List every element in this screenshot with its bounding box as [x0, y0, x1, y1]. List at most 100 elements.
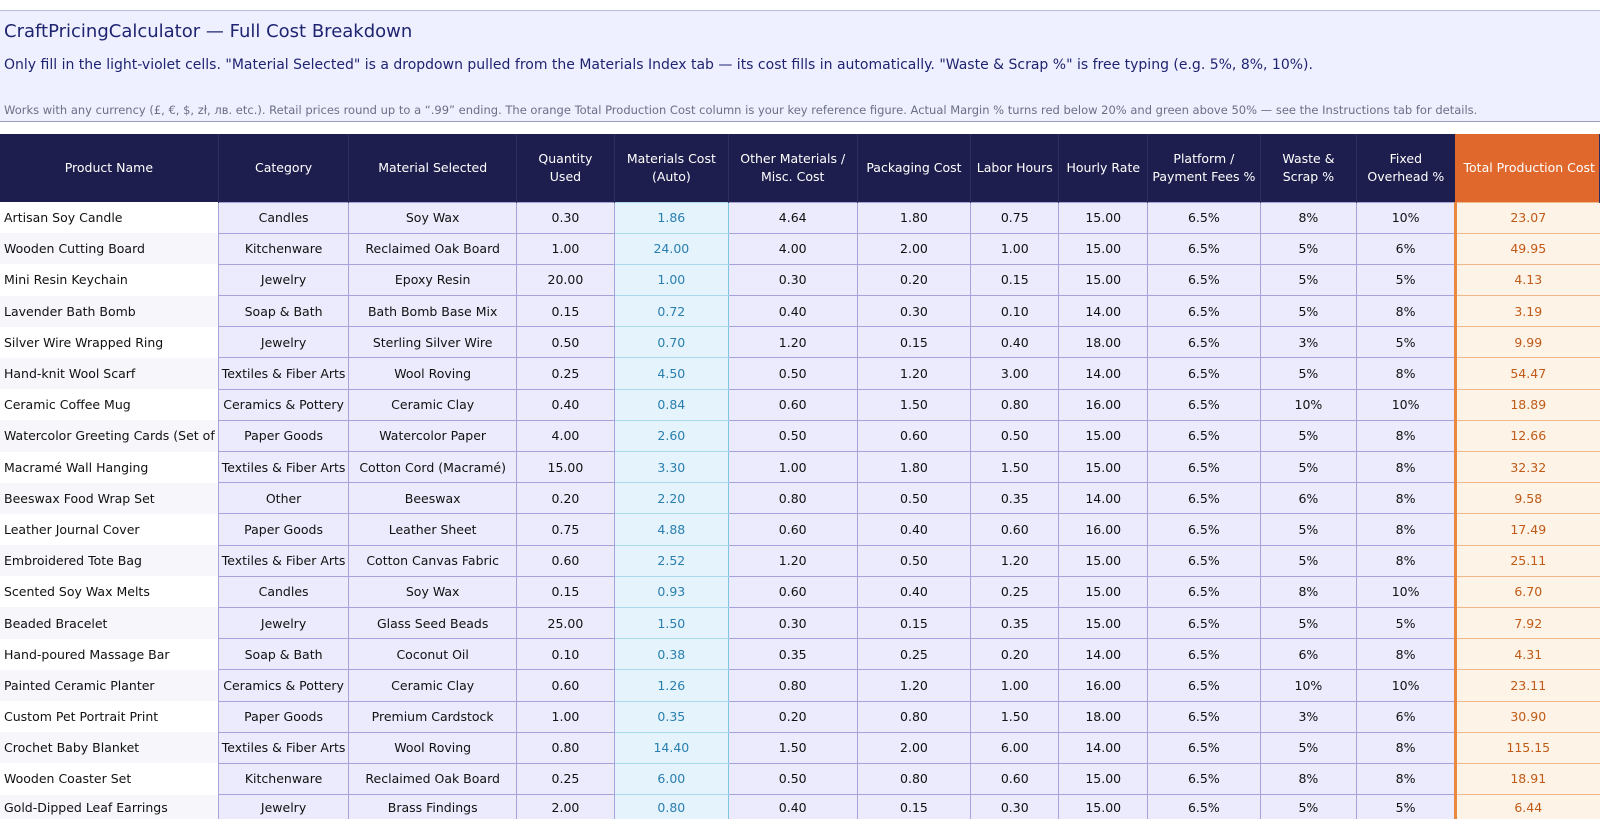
product-name-cell[interactable]: Macramé Wall Hanging	[0, 451, 219, 483]
platform-fees-cell[interactable]: 6.5%	[1147, 794, 1261, 819]
waste-scrap-cell[interactable]: 8%	[1259, 575, 1358, 608]
waste-scrap-cell[interactable]: 5%	[1259, 450, 1358, 484]
other-materials-cell[interactable]: 0.40	[727, 794, 858, 819]
hourly-rate-cell[interactable]: 14.00	[1058, 482, 1149, 515]
hourly-rate-cell[interactable]: 15.00	[1058, 450, 1149, 484]
product-name-cell[interactable]: Custom Pet Portrait Print	[0, 701, 219, 733]
col-header-packaging-cost[interactable]: Packaging Cost	[857, 134, 972, 202]
labor-hours-cell[interactable]: 0.80	[970, 388, 1060, 421]
labor-hours-cell[interactable]: 0.15	[970, 263, 1060, 297]
waste-scrap-cell[interactable]: 5%	[1259, 263, 1358, 297]
hourly-rate-cell[interactable]: 15.00	[1058, 762, 1149, 796]
waste-scrap-cell[interactable]: 5%	[1259, 731, 1358, 764]
col-header-other-materials[interactable]: Other Materials / Misc. Cost	[728, 134, 858, 202]
platform-fees-cell[interactable]: 6.5%	[1147, 295, 1261, 328]
category-cell[interactable]: Jewelry	[217, 794, 350, 819]
other-materials-cell[interactable]: 4.00	[727, 232, 858, 265]
fixed-overhead-cell[interactable]: 8%	[1356, 544, 1457, 577]
materials-cost-cell[interactable]: 0.38	[613, 638, 729, 671]
packaging-cost-cell[interactable]: 0.15	[856, 606, 972, 640]
materials-cost-cell[interactable]: 0.84	[613, 388, 729, 421]
fixed-overhead-cell[interactable]: 8%	[1356, 295, 1457, 328]
quantity-cell[interactable]: 0.30	[515, 201, 615, 234]
product-name-cell[interactable]: Wooden Cutting Board	[0, 233, 219, 265]
category-cell[interactable]: Textiles & Fiber Arts	[217, 450, 350, 484]
labor-hours-cell[interactable]: 0.35	[970, 606, 1060, 640]
waste-scrap-cell[interactable]: 5%	[1259, 513, 1358, 546]
material-dropdown-cell[interactable]: Brass Findings	[348, 794, 517, 819]
platform-fees-cell[interactable]: 6.5%	[1147, 263, 1261, 297]
quantity-cell[interactable]: 25.00	[515, 606, 615, 640]
material-dropdown-cell[interactable]: Soy Wax	[348, 201, 517, 234]
other-materials-cell[interactable]: 0.50	[727, 419, 858, 453]
hourly-rate-cell[interactable]: 15.00	[1058, 419, 1149, 453]
total-production-cost-cell[interactable]: 49.95	[1454, 232, 1600, 265]
waste-scrap-cell[interactable]: 5%	[1259, 232, 1358, 265]
other-materials-cell[interactable]: 4.64	[727, 201, 858, 234]
labor-hours-cell[interactable]: 1.50	[970, 450, 1060, 484]
material-dropdown-cell[interactable]: Reclaimed Oak Board	[348, 232, 517, 265]
packaging-cost-cell[interactable]: 1.20	[856, 669, 972, 702]
col-header-total-production-cost[interactable]: Total Production Cost	[1454, 134, 1600, 202]
other-materials-cell[interactable]: 0.40	[727, 295, 858, 328]
total-production-cost-cell[interactable]: 25.11	[1454, 544, 1600, 577]
material-dropdown-cell[interactable]: Reclaimed Oak Board	[348, 762, 517, 796]
col-header-quantity-used[interactable]: Quantity Used	[516, 134, 615, 202]
fixed-overhead-cell[interactable]: 5%	[1356, 263, 1457, 297]
material-dropdown-cell[interactable]: Cotton Cord (Macramé)	[348, 450, 517, 484]
material-dropdown-cell[interactable]: Ceramic Clay	[348, 669, 517, 702]
product-name-cell[interactable]: Artisan Soy Candle	[0, 202, 219, 234]
materials-cost-cell[interactable]: 1.86	[613, 201, 729, 234]
quantity-cell[interactable]: 0.60	[515, 669, 615, 702]
product-name-cell[interactable]: Scented Soy Wax Melts	[0, 576, 219, 608]
hourly-rate-cell[interactable]: 16.00	[1058, 388, 1149, 421]
other-materials-cell[interactable]: 1.50	[727, 731, 858, 764]
materials-cost-cell[interactable]: 0.35	[613, 700, 729, 733]
platform-fees-cell[interactable]: 6.5%	[1147, 357, 1261, 390]
material-dropdown-cell[interactable]: Soy Wax	[348, 575, 517, 608]
hourly-rate-cell[interactable]: 15.00	[1058, 575, 1149, 608]
labor-hours-cell[interactable]: 0.30	[970, 794, 1060, 819]
other-materials-cell[interactable]: 1.20	[727, 326, 858, 359]
product-name-cell[interactable]: Painted Ceramic Planter	[0, 669, 219, 701]
category-cell[interactable]: Jewelry	[217, 326, 350, 359]
materials-cost-cell[interactable]: 0.72	[613, 295, 729, 328]
fixed-overhead-cell[interactable]: 5%	[1356, 326, 1457, 359]
fixed-overhead-cell[interactable]: 5%	[1356, 606, 1457, 640]
other-materials-cell[interactable]: 1.00	[727, 450, 858, 484]
category-cell[interactable]: Candles	[217, 575, 350, 608]
quantity-cell[interactable]: 0.15	[515, 295, 615, 328]
packaging-cost-cell[interactable]: 0.30	[856, 295, 972, 328]
total-production-cost-cell[interactable]: 9.99	[1454, 326, 1600, 359]
col-header-waste-scrap[interactable]: Waste & Scrap %	[1260, 134, 1358, 202]
total-production-cost-cell[interactable]: 4.13	[1454, 263, 1600, 297]
packaging-cost-cell[interactable]: 0.15	[856, 326, 972, 359]
materials-cost-cell[interactable]: 1.50	[613, 606, 729, 640]
col-header-material-selected[interactable]: Material Selected	[348, 134, 517, 202]
waste-scrap-cell[interactable]: 5%	[1259, 295, 1358, 328]
platform-fees-cell[interactable]: 6.5%	[1147, 575, 1261, 608]
col-header-materials-cost[interactable]: Materials Cost (Auto)	[614, 134, 729, 202]
other-materials-cell[interactable]: 0.30	[727, 606, 858, 640]
category-cell[interactable]: Jewelry	[217, 606, 350, 640]
total-production-cost-cell[interactable]: 32.32	[1454, 450, 1600, 484]
hourly-rate-cell[interactable]: 15.00	[1058, 606, 1149, 640]
fixed-overhead-cell[interactable]: 8%	[1356, 762, 1457, 796]
packaging-cost-cell[interactable]: 0.60	[856, 419, 972, 453]
fixed-overhead-cell[interactable]: 6%	[1356, 232, 1457, 265]
platform-fees-cell[interactable]: 6.5%	[1147, 762, 1261, 796]
col-header-product-name[interactable]: Product Name	[0, 134, 219, 202]
hourly-rate-cell[interactable]: 14.00	[1058, 638, 1149, 671]
total-production-cost-cell[interactable]: 30.90	[1454, 700, 1600, 733]
packaging-cost-cell[interactable]: 0.80	[856, 700, 972, 733]
materials-cost-cell[interactable]: 14.40	[613, 731, 729, 764]
product-name-cell[interactable]: Gold-Dipped Leaf Earrings	[0, 794, 219, 819]
packaging-cost-cell[interactable]: 0.80	[856, 762, 972, 796]
total-production-cost-cell[interactable]: 18.89	[1454, 388, 1600, 421]
fixed-overhead-cell[interactable]: 5%	[1356, 794, 1457, 819]
material-dropdown-cell[interactable]: Wool Roving	[348, 731, 517, 764]
category-cell[interactable]: Paper Goods	[217, 700, 350, 733]
material-dropdown-cell[interactable]: Ceramic Clay	[348, 388, 517, 421]
platform-fees-cell[interactable]: 6.5%	[1147, 700, 1261, 733]
waste-scrap-cell[interactable]: 8%	[1259, 762, 1358, 796]
